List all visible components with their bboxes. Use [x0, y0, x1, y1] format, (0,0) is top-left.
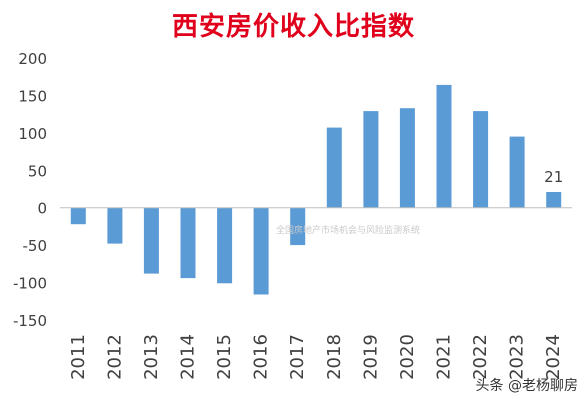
watermark: 全国房地产市场机会与风险监测系统	[276, 226, 421, 236]
bar-2023	[509, 136, 525, 208]
bar-2018	[326, 127, 342, 208]
bar-2015	[217, 207, 233, 284]
bar-2013	[143, 207, 159, 274]
bars	[70, 84, 562, 295]
y-axis-ticks: -150 -100 -50 0 50 100 150 200	[13, 50, 47, 330]
y-tick-label: -150	[13, 312, 47, 330]
bar-2012	[107, 207, 123, 244]
bar-2017	[290, 207, 306, 246]
y-tick-label: 50	[28, 162, 47, 180]
bar-2020	[399, 108, 415, 208]
x-tick-label: 2015	[214, 334, 235, 380]
y-tick-label: 0	[37, 200, 47, 218]
x-tick-label: 2020	[397, 334, 418, 380]
x-axis-ticks: 2011 2012 2013 2014 2015 2016 2017 2018 2019 2020…	[68, 334, 564, 380]
x-tick-label: 2017	[287, 334, 308, 380]
x-tick-label: 2014	[178, 334, 199, 380]
x-tick-label: 2022	[470, 334, 491, 380]
chart-title: 西安房价收入比指数	[171, 12, 415, 42]
x-tick-label: 2019	[360, 334, 381, 380]
bar-2014	[180, 207, 196, 279]
y-tick-label: -100	[13, 275, 47, 293]
bar-2019	[363, 111, 379, 208]
x-tick-label: 2021	[434, 334, 455, 380]
data-labels: 21	[544, 168, 563, 186]
bar-2024	[546, 192, 562, 208]
x-tick-label: 2024	[543, 334, 564, 380]
bar-2021	[436, 84, 452, 208]
credit-text: 头条 @老杨聊房	[475, 378, 578, 394]
x-tick-label: 2012	[104, 334, 125, 380]
y-tick-label: 150	[18, 87, 47, 105]
x-tick-label: 2016	[251, 334, 272, 380]
x-tick-label: 2018	[324, 334, 345, 380]
x-tick-label: 2013	[141, 334, 162, 380]
x-tick-label: 2011	[68, 334, 89, 380]
credit: 头条 @老杨聊房	[476, 375, 578, 395]
y-tick-label: 200	[18, 50, 47, 68]
data-label: 21	[544, 168, 563, 186]
y-tick-label: -50	[23, 237, 48, 255]
bar-2011	[70, 207, 86, 225]
y-tick-label: 100	[18, 125, 47, 143]
x-tick-label: 2023	[507, 334, 528, 380]
bar-2022	[473, 111, 489, 208]
bar-2016	[253, 207, 269, 295]
